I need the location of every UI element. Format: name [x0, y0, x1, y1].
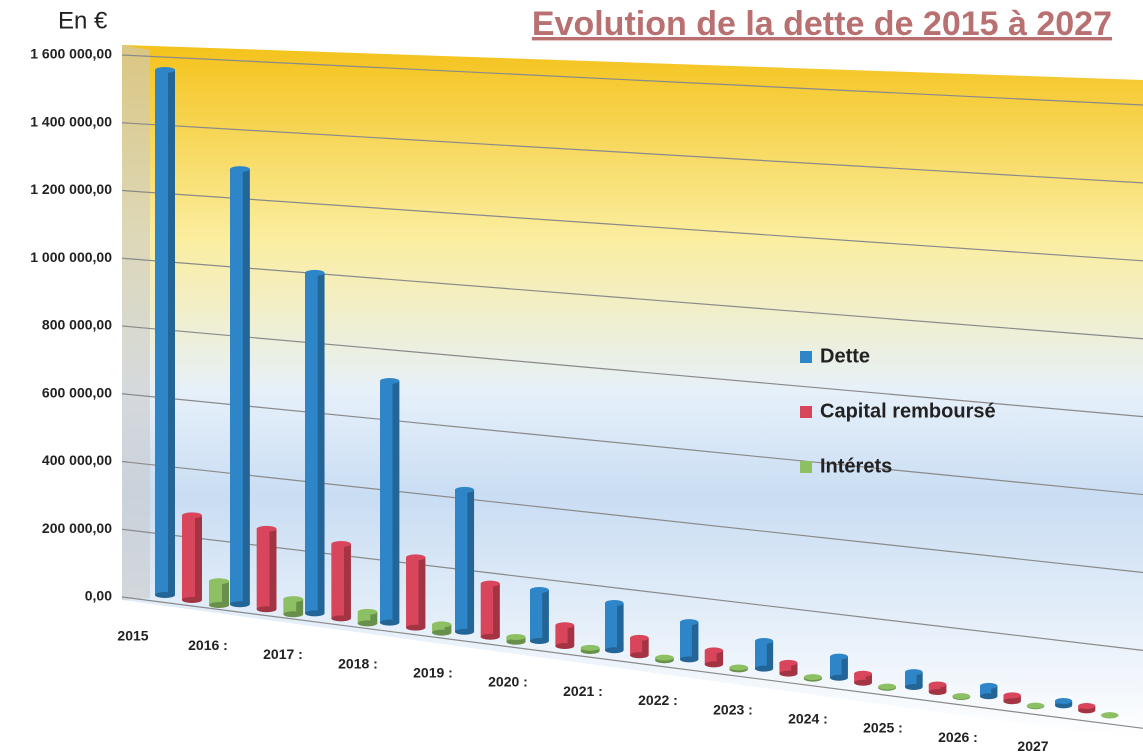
- x-tick-label: 2017 :: [263, 646, 303, 662]
- grid-line: [121, 325, 1143, 418]
- bar: [182, 512, 202, 603]
- legend-swatch: [800, 351, 812, 363]
- bar: [755, 638, 774, 672]
- bar: [155, 66, 175, 598]
- x-tick-label: 2016 :: [188, 637, 228, 653]
- bar: [952, 693, 971, 700]
- y-tick-label: 400 000,00: [42, 452, 112, 468]
- bar: [729, 664, 748, 673]
- bar: [655, 654, 674, 664]
- bar: [1078, 703, 1096, 714]
- bar: [878, 683, 897, 691]
- bar: [455, 486, 475, 635]
- x-tick-label: 2024 :: [788, 711, 828, 727]
- bar: [555, 622, 575, 649]
- bar: [406, 554, 426, 631]
- y-tick-label: 200 000,00: [42, 520, 112, 536]
- grid-line: [121, 122, 1143, 184]
- legend-swatch: [800, 461, 812, 473]
- bar: [803, 674, 822, 682]
- bar: [209, 578, 229, 608]
- bar: [331, 541, 351, 622]
- bar: [506, 633, 526, 645]
- chart-wall: [122, 45, 1143, 740]
- bar: [580, 644, 600, 654]
- x-tick-label: 2027: [1017, 738, 1048, 752]
- bar: [1055, 698, 1073, 709]
- x-tick-label: 2015: [117, 628, 148, 644]
- grid-line: [121, 393, 1143, 496]
- bar: [380, 377, 400, 626]
- bar: [830, 653, 848, 681]
- x-tick-label: 2026 :: [938, 729, 978, 745]
- legend-swatch: [800, 406, 812, 418]
- bar: [779, 659, 798, 677]
- bar: [305, 269, 325, 617]
- bar: [1101, 712, 1119, 719]
- x-tick-label: 2023 :: [713, 701, 753, 717]
- y-tick-label: 1 600 000,00: [30, 46, 112, 62]
- chart-title: Evolution de la dette de 2015 à 2027: [532, 5, 1112, 43]
- bar: [980, 682, 998, 700]
- side-wall: [122, 45, 150, 600]
- legend-label: Intérets: [820, 455, 892, 477]
- bar: [480, 580, 500, 640]
- bar: [680, 619, 699, 663]
- grid-line: [121, 460, 1143, 574]
- y-tick-label: 0,00: [85, 588, 112, 604]
- x-tick-label: 2021 :: [563, 683, 603, 699]
- bar: [905, 669, 923, 690]
- y-tick-label: 800 000,00: [42, 317, 112, 333]
- grid-line: [121, 257, 1143, 340]
- bar: [283, 596, 304, 618]
- y-tick-label: 1 200 000,00: [30, 181, 112, 197]
- bar: [928, 681, 947, 695]
- grid-line: [121, 596, 1143, 729]
- bar: [854, 670, 872, 686]
- bar: [230, 166, 250, 608]
- bar: [432, 621, 452, 636]
- grid-line: [121, 54, 1143, 106]
- x-tick-label: 2025 :: [863, 720, 903, 736]
- grid-line: [121, 189, 1143, 262]
- bar: [530, 587, 549, 644]
- bar: [630, 634, 649, 659]
- grid-line: [121, 528, 1143, 651]
- legend-label: Dette: [820, 345, 870, 367]
- bar: [704, 647, 724, 668]
- bar: [256, 525, 277, 613]
- y-tick-label: 1 400 000,00: [30, 113, 112, 129]
- x-tick-label: 2020 :: [488, 674, 528, 690]
- x-tick-label: 2018 :: [338, 655, 378, 671]
- y-tick-label: 1 000 000,00: [30, 249, 112, 265]
- bar: [1026, 702, 1045, 710]
- y-tick-label: 600 000,00: [42, 384, 112, 400]
- x-tick-label: 2022 :: [638, 692, 678, 708]
- x-tick-label: 2019 :: [413, 665, 453, 681]
- legend-label: Capital remboursé: [820, 400, 996, 422]
- bar: [605, 600, 624, 654]
- bar: [1003, 692, 1021, 705]
- y-axis-label: En €: [58, 7, 108, 34]
- bar: [357, 608, 378, 627]
